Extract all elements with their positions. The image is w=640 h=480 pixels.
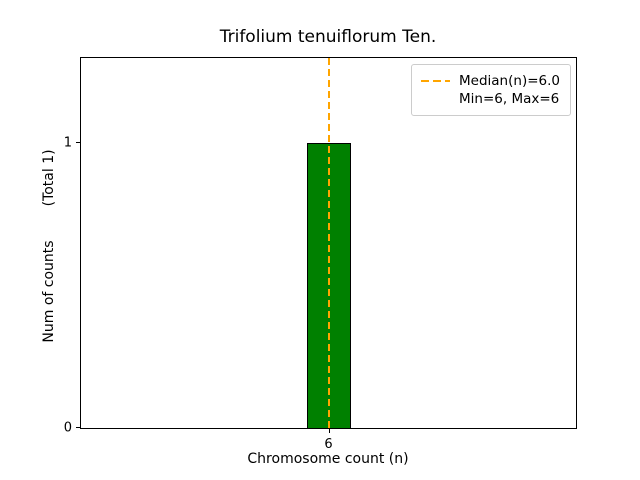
legend-entry-median: Median(n)=6.0 (421, 72, 560, 90)
y-axis-label-total: (Total 1) (41, 149, 57, 207)
y-tickmark (76, 427, 80, 428)
y-axis-label-text: Num of counts (41, 240, 57, 343)
y-tick-label: 1 (63, 135, 72, 151)
dashed-line-icon (421, 80, 451, 82)
x-axis-label: Chromosome count (n) (247, 451, 409, 467)
chart-title: Trifolium tenuiflorum Ten. (219, 27, 437, 47)
legend-label-minmax: Min=6, Max=6 (459, 91, 560, 107)
legend: Median(n)=6.0 Min=6, Max=6 (411, 64, 571, 116)
y-tickmark (76, 142, 80, 144)
plot-area: 0 1 6 Median(n)=6.0 Min=6, Max=6 (64, 57, 577, 452)
legend-empty-handle (421, 98, 450, 100)
x-tickmark (328, 429, 330, 433)
x-tick-label: 6 (324, 437, 333, 452)
y-tick-label: 0 (63, 420, 72, 436)
legend-entry-minmax: Min=6, Max=6 (421, 90, 560, 108)
y-axis-label: Num of counts (Total 1) (41, 149, 57, 342)
median-line (327, 58, 330, 428)
legend-label-median: Median(n)=6.0 (459, 73, 560, 89)
